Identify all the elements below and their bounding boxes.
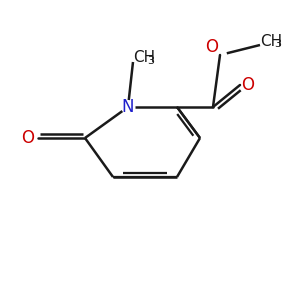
Text: CH: CH [133, 50, 155, 65]
Text: CH: CH [260, 34, 282, 49]
Text: O: O [22, 129, 34, 147]
Text: 3: 3 [274, 39, 281, 49]
Text: N: N [122, 98, 134, 116]
Text: 3: 3 [147, 56, 154, 66]
Text: O: O [206, 38, 218, 56]
Text: O: O [242, 76, 254, 94]
